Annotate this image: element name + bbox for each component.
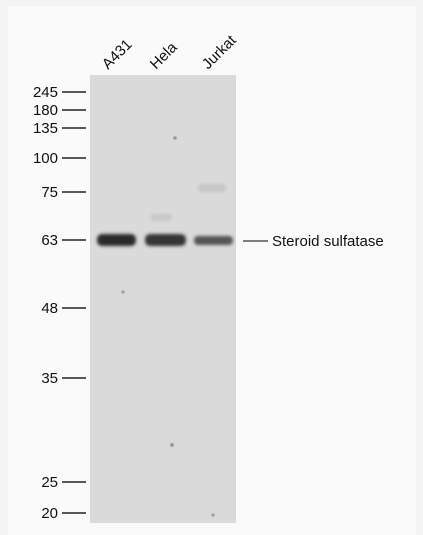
marker-label: 245 xyxy=(33,84,58,101)
band xyxy=(194,236,233,245)
marker-label: 25 xyxy=(41,474,58,491)
speck xyxy=(212,514,215,517)
marker-label: 20 xyxy=(41,505,58,522)
membrane xyxy=(90,75,236,523)
marker-label: 63 xyxy=(41,232,58,249)
faint-band xyxy=(150,214,172,221)
band xyxy=(97,234,136,246)
marker-label: 35 xyxy=(41,370,58,387)
blot-figure: Steroid sulfatase 245180135 100 75 63 48 35 25… xyxy=(0,0,423,535)
faint-band xyxy=(198,184,226,192)
marker-label: 135 xyxy=(33,120,58,137)
marker-label: 48 xyxy=(41,300,58,317)
band-label: Steroid sulfatase xyxy=(272,233,384,250)
speck xyxy=(174,137,177,140)
marker-label: 100 xyxy=(33,150,58,167)
speck xyxy=(170,443,173,446)
speck xyxy=(122,291,125,294)
band xyxy=(145,234,186,246)
marker-label: 180 xyxy=(33,102,58,119)
marker-label: 75 xyxy=(41,184,58,201)
